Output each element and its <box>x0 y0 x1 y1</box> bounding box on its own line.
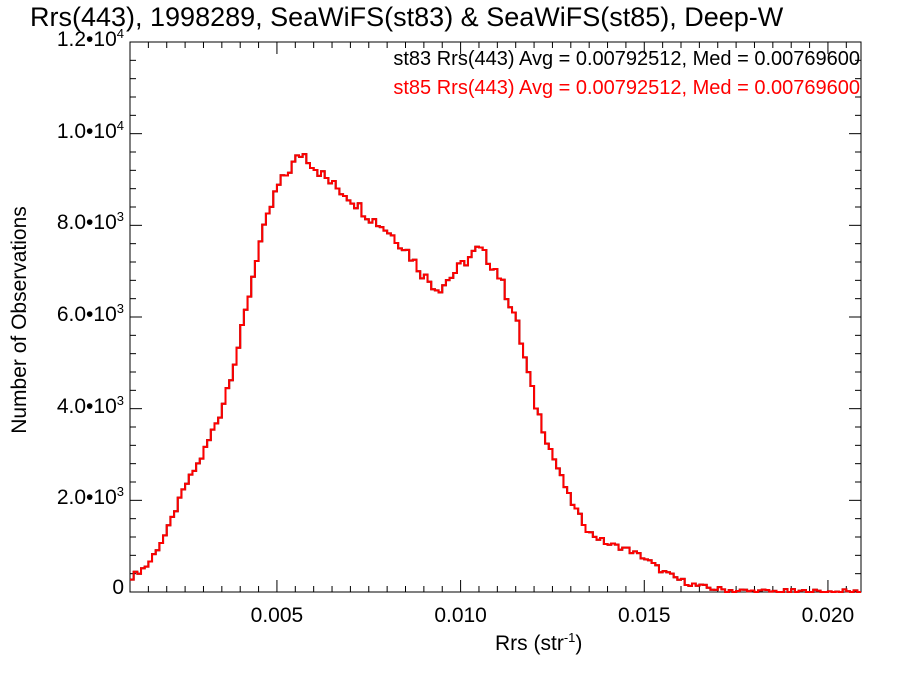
y-tick-label: 1.0•104 <box>57 118 124 144</box>
plot-frame <box>129 41 862 593</box>
y-tick-exponent: 3 <box>116 392 124 408</box>
y-tick-mantissa: 2.0•10 <box>56 486 117 510</box>
y-tick-mantissa: 1.0•10 <box>56 119 117 143</box>
y-tick-exponent: 4 <box>116 26 124 41</box>
y-tick-exponent: 4 <box>116 117 124 133</box>
y-tick-label: 2.0•103 <box>57 484 124 510</box>
x-axis-label-superscript: -1 <box>563 630 576 645</box>
y-tick-mantissa: 6.0•10 <box>56 303 117 326</box>
y-tick-label: 6.0•103 <box>57 301 124 327</box>
x-tick-label: 0.010 <box>434 604 487 627</box>
axis-ticks <box>129 41 861 593</box>
y-tick-mantissa: 0 <box>112 576 124 599</box>
y-tick-mantissa: 1.2•10 <box>56 28 117 51</box>
chart-title: Rrs(443), 1998289, SeaWiFS(st83) & SeaWi… <box>30 2 784 32</box>
legend-entry-st83: st83 Rrs(443) Avg = 0.00792512, Med = 0.… <box>393 48 860 70</box>
legend-entry-st85: st85 Rrs(443) Avg = 0.00792512, Med = 0.… <box>393 77 860 99</box>
y-tick-mantissa: 8.0•10 <box>56 211 117 235</box>
x-tick-label: 0.005 <box>250 604 304 627</box>
y-tick-mantissa: 4.0•10 <box>56 394 117 418</box>
y-tick-label: 8.0•103 <box>57 209 124 235</box>
x-axis-label: Rrs (str-1) <box>495 630 582 656</box>
y-tick-label: 4.0•103 <box>57 393 124 419</box>
y-tick-exponent: 3 <box>116 301 124 316</box>
x-tick-label: 0.015 <box>617 604 671 627</box>
y-tick-label: 0 <box>112 576 124 600</box>
x-axis-label-text: Rrs (str <box>495 632 564 655</box>
series-st85-histogram <box>130 153 861 593</box>
y-tick-label: 1.2•104 <box>57 26 124 52</box>
x-axis-label-end: ) <box>575 632 583 655</box>
x-tick-label: 0.020 <box>801 604 855 627</box>
y-axis-label: Number of Observations <box>8 206 31 434</box>
y-tick-exponent: 3 <box>116 484 124 500</box>
series-st83-histogram <box>130 153 861 593</box>
y-tick-exponent: 3 <box>116 209 124 225</box>
